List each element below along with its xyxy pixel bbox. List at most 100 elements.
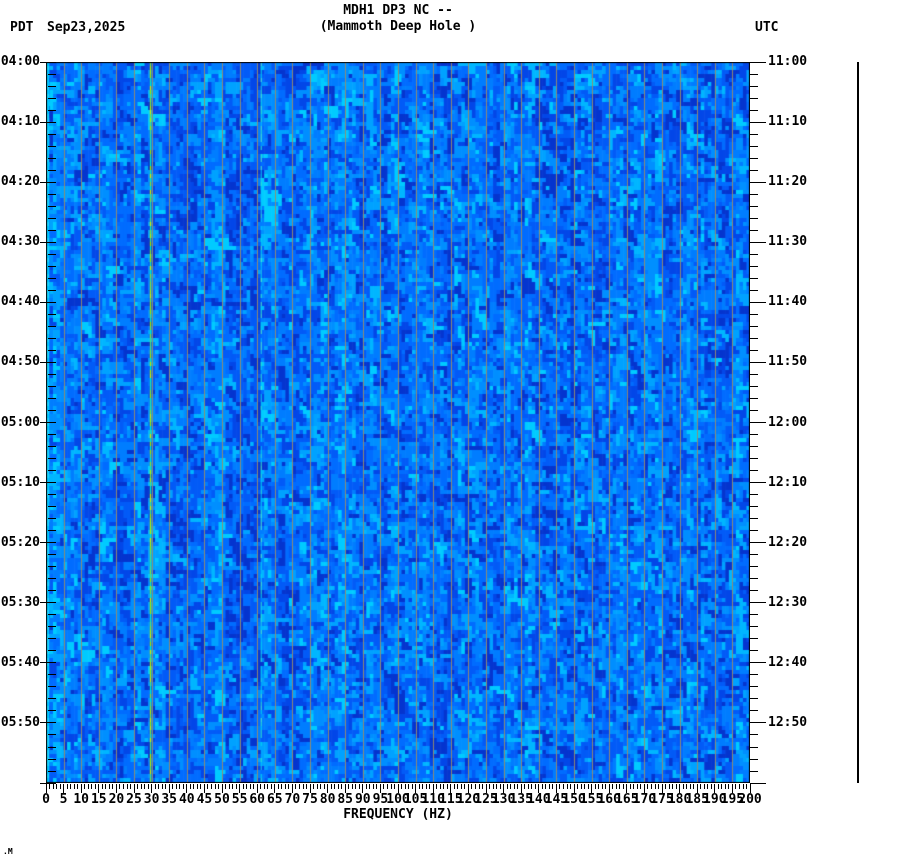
left-axis-tick	[48, 506, 56, 508]
left-axis-tick	[48, 169, 56, 171]
right-time-label: 11:40	[768, 294, 808, 310]
freq-axis-tick	[679, 784, 681, 793]
freq-axis-tick	[622, 784, 624, 789]
right-axis-tick	[750, 133, 758, 135]
freq-tick-label: 40	[178, 792, 195, 807]
freq-axis-tick	[668, 784, 670, 789]
right-time-label: 12:30	[768, 594, 808, 610]
left-axis-tick	[48, 470, 56, 472]
timezone-left-label: PDT	[10, 20, 34, 35]
freq-axis-tick	[700, 784, 702, 789]
left-axis-tick	[40, 662, 56, 664]
freq-axis-tick	[714, 784, 716, 793]
freq-axis-tick	[239, 784, 241, 793]
freq-axis-tick	[263, 784, 265, 789]
right-axis-tick	[750, 61, 766, 63]
freq-axis-tick	[587, 784, 589, 789]
freq-axis-tick	[348, 784, 350, 789]
left-axis-tick	[48, 193, 56, 195]
left-axis-tick	[40, 181, 56, 183]
right-axis-tick	[750, 578, 758, 580]
freq-axis-tick	[460, 784, 462, 789]
freq-axis-tick	[249, 784, 251, 789]
freq-axis-tick	[573, 784, 575, 793]
left-time-label: 05:20	[0, 534, 40, 550]
left-axis-tick	[40, 722, 56, 724]
left-axis-tick	[48, 337, 56, 339]
freq-axis-tick	[165, 784, 167, 789]
freq-axis-tick	[728, 784, 730, 789]
freq-axis-tick	[320, 784, 322, 789]
left-axis-tick	[40, 422, 56, 423]
right-axis-tick	[750, 373, 758, 375]
freq-axis-tick	[189, 784, 191, 789]
freq-axis-tick	[724, 784, 726, 789]
freq-axis-tick	[566, 784, 568, 789]
freq-axis-tick	[112, 784, 114, 789]
freq-axis-tick	[717, 784, 719, 789]
freq-axis-tick	[365, 784, 367, 789]
right-time-label: 12:10	[768, 474, 808, 490]
freq-axis-tick	[175, 784, 177, 789]
left-axis-tick	[48, 698, 56, 700]
freq-axis-tick	[658, 784, 659, 789]
freq-axis-tick	[742, 784, 744, 789]
freq-axis-tick	[534, 784, 536, 789]
freq-axis-tick	[545, 784, 547, 789]
freq-axis-tick	[80, 784, 82, 793]
freq-tick-label: 130	[491, 792, 516, 807]
freq-axis-tick	[274, 784, 276, 793]
left-axis-tick	[48, 85, 56, 87]
left-axis-tick	[48, 145, 56, 147]
freq-axis-tick	[492, 784, 494, 789]
freq-axis-tick	[379, 784, 381, 793]
freq-axis-tick	[281, 784, 283, 789]
left-axis-tick	[48, 109, 56, 111]
left-axis-tick	[48, 133, 56, 135]
freq-axis-tick	[746, 784, 747, 789]
right-axis-tick	[750, 650, 758, 652]
freq-axis-tick	[608, 784, 610, 793]
right-axis-tick	[750, 386, 758, 387]
freq-axis-tick	[369, 784, 371, 789]
left-axis-tick	[48, 650, 56, 652]
right-axis-tick	[750, 758, 758, 760]
freq-tick-label: 145	[544, 792, 569, 807]
right-axis-tick	[750, 277, 758, 279]
right-axis-tick	[750, 398, 758, 399]
right-axis-tick	[750, 349, 758, 351]
freq-axis-tick	[577, 784, 578, 789]
freq-axis-tick	[203, 784, 205, 793]
right-axis-tick	[750, 638, 758, 640]
left-axis-tick	[40, 542, 56, 544]
freq-axis-tick	[344, 784, 346, 793]
freq-axis-tick	[541, 784, 543, 789]
left-axis-tick	[48, 205, 56, 207]
right-axis-tick	[750, 157, 758, 159]
right-axis-tick	[750, 518, 758, 520]
right-axis-tick	[750, 361, 766, 363]
left-axis-tick	[48, 325, 56, 327]
freq-axis-tick	[749, 784, 751, 793]
right-axis-tick	[750, 734, 758, 736]
freq-axis-tick	[619, 784, 621, 789]
freq-axis-tick	[45, 784, 47, 793]
freq-tick-label: 190	[703, 792, 727, 807]
freq-axis-tick	[235, 784, 237, 789]
left-axis-tick	[40, 61, 56, 63]
right-axis-tick	[750, 217, 758, 219]
page-subtitle: (Mammoth Deep Hole )	[319, 19, 477, 34]
freq-axis-tick	[548, 784, 550, 789]
freq-tick-label: 160	[597, 792, 621, 807]
spectrogram-canvas	[46, 62, 750, 783]
left-axis-tick	[48, 530, 56, 532]
freq-axis-tick	[598, 784, 600, 789]
right-axis-tick	[750, 626, 758, 628]
freq-tick-label: 45	[196, 792, 213, 807]
freq-axis-tick	[98, 784, 100, 793]
freq-axis-tick	[288, 784, 290, 789]
freq-axis-tick	[731, 784, 733, 793]
freq-axis-tick	[696, 784, 698, 793]
freq-axis-tick	[154, 784, 156, 789]
